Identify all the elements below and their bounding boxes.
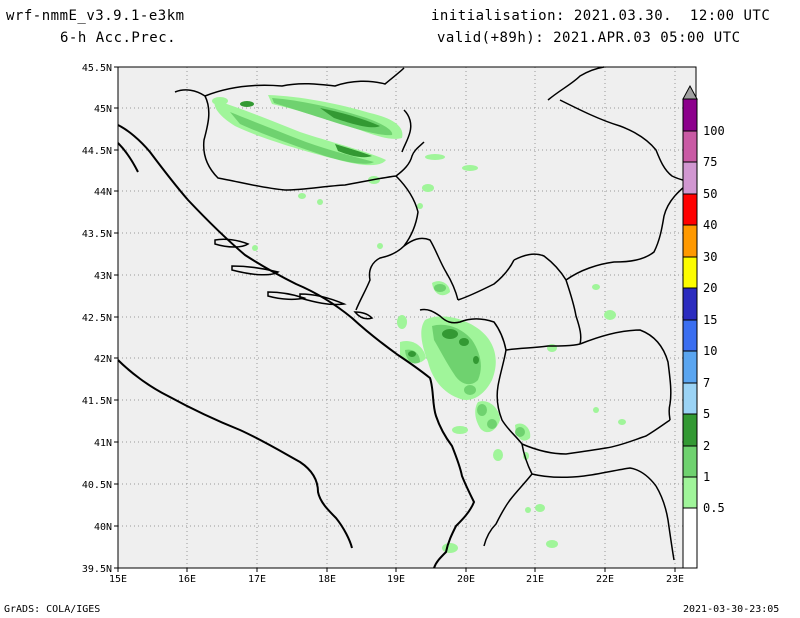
colorbar-label: 0.5 bbox=[703, 501, 725, 515]
colorbar-label: 20 bbox=[703, 281, 717, 295]
colorbar-label: 30 bbox=[703, 250, 717, 264]
lat-label: 40N bbox=[94, 522, 112, 533]
precip-field bbox=[212, 95, 626, 553]
colorbar-swatch bbox=[682, 413, 698, 447]
colorbar-label: 15 bbox=[703, 313, 717, 327]
colorbar-swatch bbox=[682, 476, 698, 509]
coastlines bbox=[117, 124, 476, 569]
lat-label: 45.5N bbox=[82, 63, 112, 74]
colorbar-base-swatch bbox=[682, 507, 698, 569]
colorbar-swatch bbox=[682, 130, 698, 163]
lon-label: 18E bbox=[318, 574, 336, 585]
colorbar-label: 100 bbox=[703, 124, 725, 138]
lat-label: 41N bbox=[94, 438, 112, 449]
model-title: wrf-nmmE_v3.9.1-e3km bbox=[6, 8, 185, 24]
colorbar-label: 5 bbox=[703, 407, 710, 421]
country-borders bbox=[174, 66, 697, 561]
colorbar-swatch bbox=[682, 287, 698, 321]
field-title: 6-h Acc.Prec. bbox=[60, 30, 177, 46]
lon-label: 15E bbox=[109, 574, 127, 585]
lon-label: 19E bbox=[387, 574, 405, 585]
colorbar-swatch bbox=[682, 98, 698, 132]
lon-label: 21E bbox=[526, 574, 544, 585]
render-timestamp: 2021-03-30-23:05 bbox=[683, 604, 780, 615]
colorbar-label: 10 bbox=[703, 344, 717, 358]
lon-label: 17E bbox=[248, 574, 266, 585]
colorbar-top-arrow bbox=[682, 84, 698, 100]
valid-time: valid(+89h): 2021.APR.03 05:00 UTC bbox=[437, 30, 741, 46]
colorbar-label: 7 bbox=[703, 376, 710, 390]
colorbar-swatch bbox=[682, 350, 698, 384]
lat-label: 44.5N bbox=[82, 146, 112, 157]
colorbar-swatch bbox=[682, 319, 698, 352]
colorbar-swatch bbox=[682, 445, 698, 478]
colorbar-swatch bbox=[682, 256, 698, 289]
lon-label: 16E bbox=[178, 574, 196, 585]
lat-label: 43.5N bbox=[82, 229, 112, 240]
lat-label: 39.5N bbox=[82, 564, 112, 575]
colorbar: 0.5 1 2 5 7 10 15 20 30 40 50 75 100 bbox=[682, 84, 725, 569]
credit-text: GrADS: COLA/IGES bbox=[4, 604, 101, 615]
lon-label: 23E bbox=[666, 574, 684, 585]
colorbar-swatch bbox=[682, 224, 698, 258]
lat-labels: 45.5N 45N 44.5N 44N 43.5N 43N 42.5N 42N … bbox=[82, 63, 112, 575]
islands bbox=[214, 238, 374, 320]
colorbar-swatch bbox=[682, 382, 698, 415]
colorbar-swatch bbox=[682, 193, 698, 226]
init-time: initialisation: 2021.03.30. 12:00 UTC bbox=[431, 8, 771, 24]
colorbar-label: 50 bbox=[703, 187, 717, 201]
lon-labels: 15E 16E 17E 18E 19E 20E 21E 22E 23E bbox=[109, 574, 684, 585]
lat-label: 44N bbox=[94, 187, 112, 198]
colorbar-label: 1 bbox=[703, 470, 710, 484]
lat-label: 45N bbox=[94, 104, 112, 115]
colorbar-label: 2 bbox=[703, 439, 710, 453]
lon-label: 20E bbox=[457, 574, 475, 585]
colorbar-label: 40 bbox=[703, 218, 717, 232]
colorbar-swatch bbox=[682, 161, 698, 195]
lat-label: 40.5N bbox=[82, 480, 112, 491]
colorbar-label: 75 bbox=[703, 155, 717, 169]
lat-label: 42N bbox=[94, 354, 112, 365]
lat-label: 43N bbox=[94, 271, 112, 282]
axis-ticks bbox=[114, 66, 676, 572]
lon-label: 22E bbox=[596, 574, 614, 585]
map-gridlines bbox=[118, 67, 696, 568]
lat-label: 42.5N bbox=[82, 313, 112, 324]
lat-label: 41.5N bbox=[82, 396, 112, 407]
